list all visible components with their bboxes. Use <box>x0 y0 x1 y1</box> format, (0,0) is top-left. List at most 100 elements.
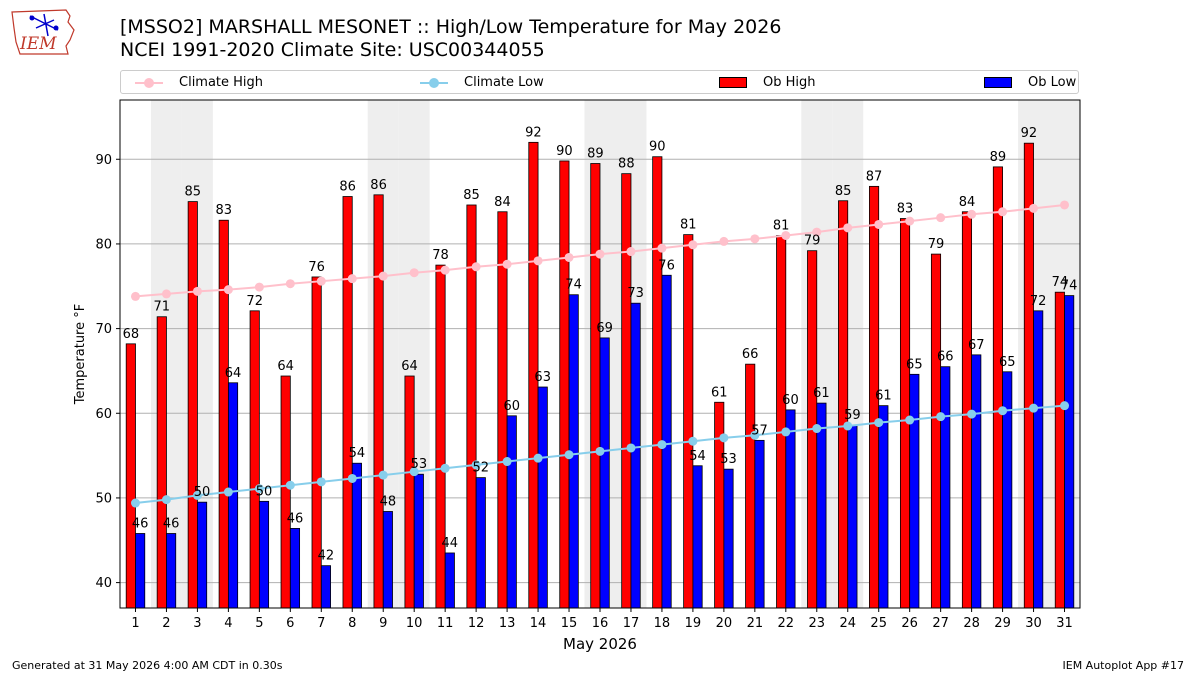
x-tick-label: 10 <box>406 616 423 631</box>
legend-marker-climate-low <box>429 78 439 88</box>
climate-low-point <box>1060 401 1070 411</box>
climate-high-point <box>130 291 140 301</box>
ob-high-label: 64 <box>277 359 294 374</box>
y-tick-label: 50 <box>95 491 112 506</box>
ob-low-label: 53 <box>720 452 737 467</box>
ob-high-label: 89 <box>587 147 604 162</box>
ob-high-bar <box>559 160 570 609</box>
y-tick-label: 60 <box>95 407 112 422</box>
ob-low-label: 57 <box>751 423 768 438</box>
ob-low-label: 60 <box>503 399 520 414</box>
climate-high-point <box>998 207 1008 217</box>
y-tick-label: 80 <box>95 237 112 252</box>
ob-high-label: 81 <box>773 218 790 233</box>
ob-low-bar <box>940 366 951 609</box>
ob-low-bar <box>351 462 362 609</box>
climate-high-point <box>316 276 326 286</box>
ob-high-label: 89 <box>990 150 1007 165</box>
climate-low-point <box>626 443 636 453</box>
y-tick-label: 70 <box>95 322 112 337</box>
chart-title-line2: NCEI 1991-2020 Climate Site: USC00344055 <box>120 39 545 61</box>
legend-label: Climate Low <box>464 75 544 90</box>
climate-low-point <box>967 409 977 419</box>
ob-high-bar <box>187 201 198 609</box>
ob-low-bar <box>878 405 889 609</box>
ob-high-label: 83 <box>897 202 914 217</box>
climate-low-point <box>812 424 822 434</box>
ob-low-bar <box>847 424 858 609</box>
ob-low-bar <box>258 500 270 609</box>
x-tick-label: 16 <box>592 616 609 631</box>
climate-low-point <box>564 450 574 460</box>
legend-swatch-ob-low <box>984 77 1012 88</box>
ob-low-bar <box>1064 295 1075 609</box>
ob-low-label: 52 <box>473 461 490 476</box>
ob-low-bar <box>537 386 548 609</box>
ob-high-label: 64 <box>401 359 418 374</box>
legend-marker-climate-high <box>144 78 154 88</box>
ob-low-label: 60 <box>782 393 799 408</box>
ob-high-label: 72 <box>246 294 263 309</box>
climate-high-point <box>285 279 295 289</box>
ob-low-label: 48 <box>380 494 397 509</box>
ob-high-bar <box>1054 291 1065 609</box>
x-tick-label: 22 <box>778 616 795 631</box>
ob-high-bar <box>652 156 663 609</box>
ob-high-bar <box>590 163 601 609</box>
iem-logo: IEM <box>8 6 80 58</box>
climate-high-point <box>781 230 791 240</box>
ob-high-bar <box>342 196 353 609</box>
y-axis-title: Temperature °F <box>73 304 88 405</box>
ob-high-label: 61 <box>711 385 728 400</box>
climate-low-point <box>378 470 388 480</box>
climate-low-point <box>223 487 233 497</box>
ob-high-bar <box>683 234 694 609</box>
ob-low-label: 76 <box>658 258 675 273</box>
climate-low-point <box>657 440 667 450</box>
ob-high-bar <box>404 375 415 609</box>
x-tick-label: 21 <box>747 616 764 631</box>
ob-low-label: 54 <box>689 449 706 464</box>
ob-low-label: 44 <box>442 536 459 551</box>
ob-low-bar <box>754 439 765 609</box>
climate-low-point <box>874 418 884 428</box>
x-tick-label: 28 <box>963 616 980 631</box>
climate-low-point <box>347 473 357 483</box>
ob-low-label: 74 <box>1061 279 1078 294</box>
climate-high-point <box>440 265 450 275</box>
x-tick-label: 25 <box>870 616 887 631</box>
climate-high-point <box>564 252 574 262</box>
x-tick-label: 18 <box>654 616 671 631</box>
ob-high-label: 85 <box>835 184 852 199</box>
climate-high-point <box>1060 200 1070 210</box>
x-tick-label: 6 <box>286 616 294 631</box>
ob-low-bar <box>630 302 641 609</box>
ob-high-bar <box>776 235 787 609</box>
ob-low-bar <box>971 354 982 609</box>
climate-low-point <box>1029 403 1039 413</box>
chart-title: [MSSO2] MARSHALL MESONET :: High/Low Tem… <box>120 16 781 62</box>
ob-high-bar <box>249 310 260 609</box>
ob-low-bar <box>289 528 301 609</box>
climate-low-point <box>843 421 853 431</box>
climate-high-point <box>843 223 853 233</box>
climate-high-point <box>471 262 481 272</box>
ob-high-label: 87 <box>866 169 883 184</box>
climate-high-point <box>161 289 171 299</box>
climate-low-point <box>719 433 729 443</box>
climate-low-point <box>595 446 605 456</box>
ob-high-label: 90 <box>556 144 573 159</box>
climate-high-point <box>1029 203 1039 213</box>
ob-low-label: 72 <box>1030 294 1047 309</box>
climate-high-point <box>657 243 667 253</box>
ob-high-label: 84 <box>494 195 511 210</box>
ob-high-bar <box>1023 142 1034 609</box>
climate-low-point <box>533 453 543 463</box>
x-tick-label: 13 <box>499 616 516 631</box>
climate-high-point <box>502 259 512 269</box>
climate-low-point <box>161 495 171 505</box>
ob-low-bar <box>444 552 455 609</box>
chart-legend: Climate High Climate Low Ob High Ob Low <box>120 70 1079 94</box>
climate-low-point <box>285 480 295 490</box>
